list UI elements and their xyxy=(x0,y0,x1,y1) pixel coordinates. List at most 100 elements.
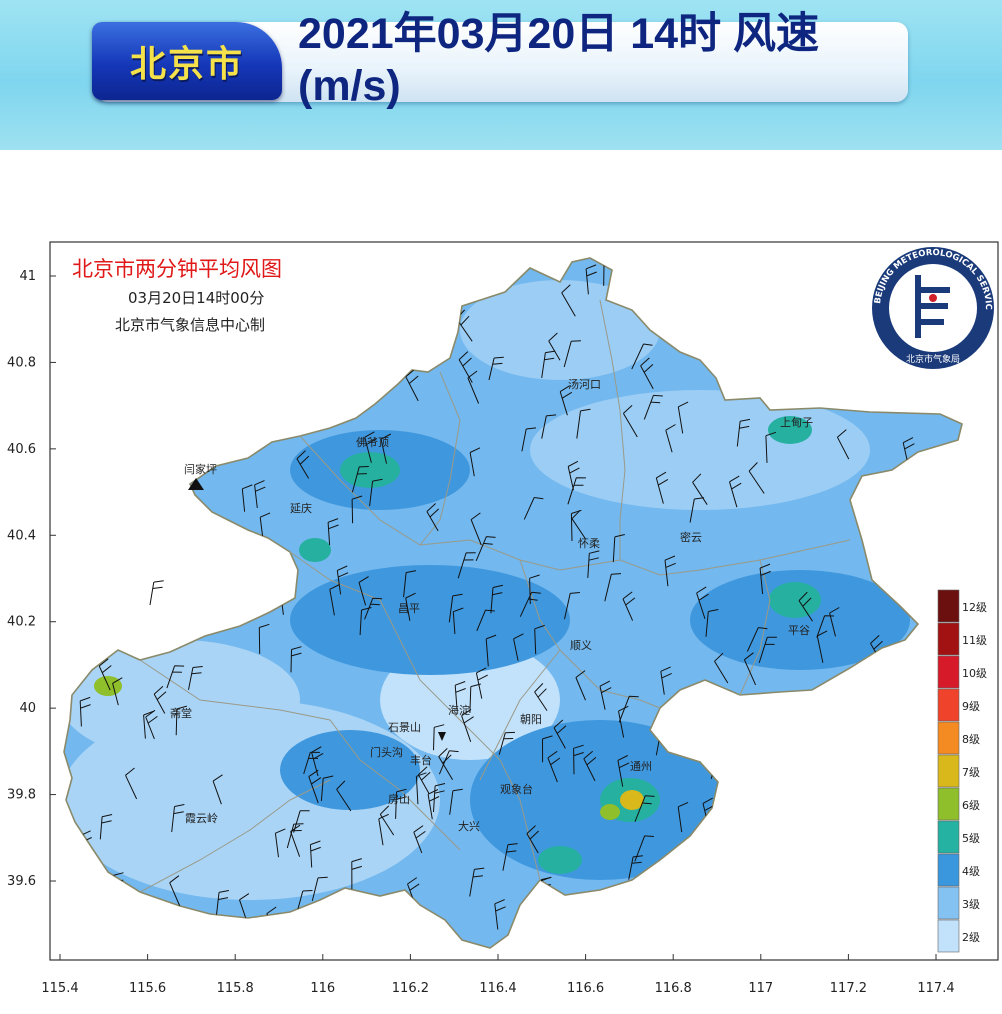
wind-barb xyxy=(241,484,253,512)
wind-barb xyxy=(458,351,473,383)
y-tick-label: 39.8 xyxy=(7,788,36,803)
wind-barb xyxy=(523,497,544,520)
shade-pinggu-strong xyxy=(769,582,821,618)
wind-barb xyxy=(175,705,188,736)
wind-barb xyxy=(413,825,426,854)
wind-barb xyxy=(99,814,113,840)
wind-barb xyxy=(358,576,369,606)
wind-barb xyxy=(475,536,496,561)
legend-label: 8级 xyxy=(962,733,980,746)
place-label: 霞云岭 xyxy=(185,811,218,825)
legend-label: 4级 xyxy=(962,865,980,878)
place-label: 门头沟 xyxy=(370,745,403,759)
wind-barb xyxy=(153,685,167,714)
legend-label: 3级 xyxy=(962,898,980,911)
wind-barb xyxy=(542,735,553,763)
wind-barb xyxy=(664,555,676,587)
shade-shangdianzi-strong xyxy=(768,416,812,444)
wind-barbs-outside xyxy=(149,580,164,606)
wind-barb xyxy=(364,597,383,620)
wind-barb xyxy=(553,719,567,749)
wind-barb xyxy=(583,750,597,782)
x-tick-label: 117.4 xyxy=(917,981,954,996)
map-subtitle: 03月20日14时00分 xyxy=(128,289,264,307)
place-label: 上甸子 xyxy=(780,416,813,429)
logo-emblem-icon xyxy=(915,275,950,338)
wind-barb xyxy=(212,774,223,805)
wind-barb xyxy=(329,584,340,616)
y-tick-label: 40.2 xyxy=(7,615,36,630)
wind-barb xyxy=(438,748,454,780)
shade-north-light xyxy=(460,280,660,380)
wind-barb xyxy=(587,550,600,578)
wind-barb xyxy=(286,823,304,849)
wind-barb xyxy=(570,509,582,542)
wind-barb xyxy=(320,775,334,802)
wind-barb xyxy=(548,332,561,361)
wind-barb xyxy=(567,477,586,505)
wind-barb xyxy=(612,534,625,563)
wind-barb xyxy=(215,890,229,918)
map-producer: 北京市气象信息中心制 xyxy=(115,316,265,334)
wind-barb xyxy=(696,586,709,620)
district-borders xyxy=(139,299,851,893)
legend-swatch xyxy=(937,589,960,623)
wind-barb xyxy=(765,431,777,463)
wind-barb xyxy=(469,447,481,477)
wind-barb xyxy=(529,574,540,605)
wind-barb xyxy=(677,401,689,434)
wind-barb xyxy=(359,607,372,636)
x-tick-label: 117.2 xyxy=(830,981,867,996)
shade-changping-mid xyxy=(290,565,570,675)
wind-barb xyxy=(417,766,431,795)
station-marker-up xyxy=(188,478,204,490)
y-tick-label: 40 xyxy=(19,701,36,716)
shade-yanqing-strong xyxy=(299,538,331,562)
wind-barb xyxy=(665,424,676,453)
wind-barb xyxy=(475,667,488,699)
wind-barb xyxy=(534,624,545,655)
wind-barb xyxy=(426,503,440,532)
wind-barb xyxy=(438,750,459,775)
place-label: 朝阳 xyxy=(520,713,542,726)
district-border-2 xyxy=(419,371,461,546)
wind-barb xyxy=(692,473,708,505)
wind-barb xyxy=(575,670,586,701)
wind-barb xyxy=(628,855,643,880)
legend-label: 7级 xyxy=(962,766,980,779)
wind-barb xyxy=(311,876,328,902)
shade-pinggu-mid xyxy=(690,570,910,670)
y-tick-label: 40.6 xyxy=(7,442,36,457)
wind-barb xyxy=(448,593,463,623)
wind-level-legend: 12级 11级 10级 9级 8级 7级 6级 5级 4级 3级 2级 xyxy=(937,589,987,953)
y-tick-label: 40.8 xyxy=(7,355,36,370)
y-tick-label: 39.6 xyxy=(7,874,36,889)
legend-swatch xyxy=(937,622,960,656)
place-label: 顺义 xyxy=(570,639,592,652)
wind-barb xyxy=(502,843,518,871)
wind-barb xyxy=(559,385,573,416)
wind-barb xyxy=(452,607,464,635)
place-label: 昌平 xyxy=(398,602,420,615)
place-label: 怀柔 xyxy=(578,537,600,550)
header-banner: 北京市 2021年03月20日 14时 风速(m/s) xyxy=(0,0,1002,150)
wind-barb xyxy=(327,518,339,546)
x-tick-label: 117 xyxy=(748,981,773,996)
wind-barb xyxy=(296,450,310,479)
x-tick-label: 116.6 xyxy=(567,981,604,996)
wind-barb xyxy=(541,350,556,378)
legend-swatch xyxy=(937,886,960,920)
wind-barb xyxy=(759,563,771,595)
wind-barb xyxy=(829,607,840,637)
map-title: 北京市两分钟平均风图 xyxy=(72,257,282,281)
wind-barb xyxy=(643,394,663,420)
wind-barb xyxy=(561,284,576,317)
wind-barb xyxy=(576,408,591,439)
logo-inner-text: 北京市气象局 xyxy=(906,353,960,365)
place-label: 佛爷顶 xyxy=(356,435,389,449)
region-badge: 北京市 xyxy=(92,22,282,100)
legend-swatch xyxy=(937,919,960,953)
station-marker-down xyxy=(438,732,446,741)
wind-barb xyxy=(369,478,383,507)
